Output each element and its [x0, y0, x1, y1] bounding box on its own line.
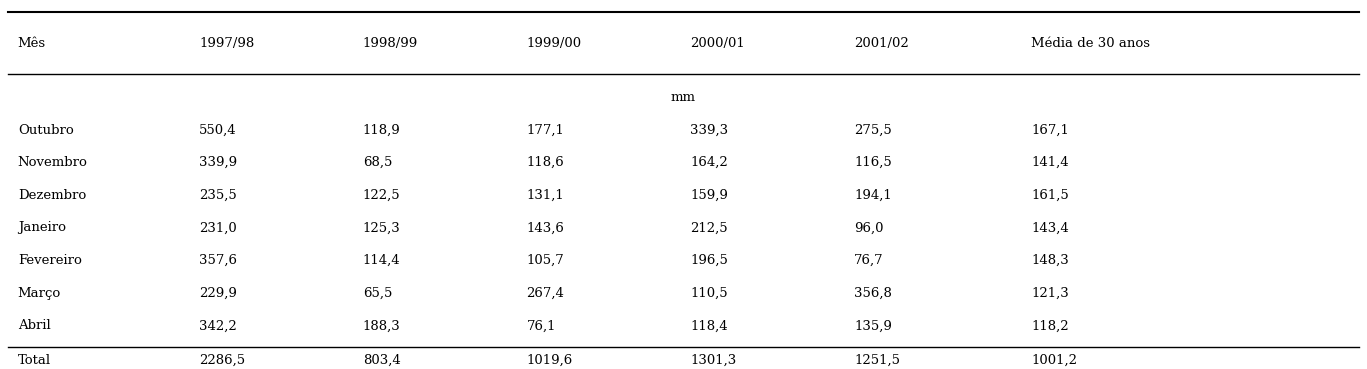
Text: 1019,6: 1019,6	[526, 354, 573, 367]
Text: 188,3: 188,3	[362, 320, 401, 332]
Text: 121,3: 121,3	[1031, 287, 1069, 300]
Text: 141,4: 141,4	[1031, 156, 1069, 169]
Text: 229,9: 229,9	[200, 287, 236, 300]
Text: 76,7: 76,7	[854, 254, 883, 267]
Text: 118,6: 118,6	[526, 156, 565, 169]
Text: 164,2: 164,2	[690, 156, 729, 169]
Text: 143,6: 143,6	[526, 221, 565, 234]
Text: 194,1: 194,1	[854, 189, 891, 202]
Text: 148,3: 148,3	[1031, 254, 1069, 267]
Text: 357,6: 357,6	[200, 254, 238, 267]
Text: 275,5: 275,5	[854, 124, 891, 137]
Text: Fevereiro: Fevereiro	[18, 254, 82, 267]
Text: Janeiro: Janeiro	[18, 221, 66, 234]
Text: 231,0: 231,0	[200, 221, 236, 234]
Text: 110,5: 110,5	[690, 287, 729, 300]
Text: 235,5: 235,5	[200, 189, 236, 202]
Text: 1997/98: 1997/98	[200, 37, 254, 49]
Text: 1998/99: 1998/99	[362, 37, 418, 49]
Text: 1301,3: 1301,3	[690, 354, 737, 367]
Text: 76,1: 76,1	[526, 320, 556, 332]
Text: 135,9: 135,9	[854, 320, 891, 332]
Text: 339,3: 339,3	[690, 124, 729, 137]
Text: 65,5: 65,5	[362, 287, 392, 300]
Text: 342,2: 342,2	[200, 320, 236, 332]
Text: 118,9: 118,9	[362, 124, 401, 137]
Text: Dezembro: Dezembro	[18, 189, 86, 202]
Text: 177,1: 177,1	[526, 124, 565, 137]
Text: 114,4: 114,4	[362, 254, 401, 267]
Text: 339,9: 339,9	[200, 156, 238, 169]
Text: 159,9: 159,9	[690, 189, 729, 202]
Text: 118,2: 118,2	[1031, 320, 1069, 332]
Text: Outubro: Outubro	[18, 124, 74, 137]
Text: Média de 30 anos: Média de 30 anos	[1031, 37, 1151, 49]
Text: Mês: Mês	[18, 37, 46, 49]
Text: 803,4: 803,4	[362, 354, 401, 367]
Text: 161,5: 161,5	[1031, 189, 1069, 202]
Text: 96,0: 96,0	[854, 221, 883, 234]
Text: 2000/01: 2000/01	[690, 37, 745, 49]
Text: 212,5: 212,5	[690, 221, 729, 234]
Text: 105,7: 105,7	[526, 254, 565, 267]
Text: Total: Total	[18, 354, 51, 367]
Text: 356,8: 356,8	[854, 287, 891, 300]
Text: 550,4: 550,4	[200, 124, 236, 137]
Text: 267,4: 267,4	[526, 287, 565, 300]
Text: 131,1: 131,1	[526, 189, 565, 202]
Text: Novembro: Novembro	[18, 156, 87, 169]
Text: 1251,5: 1251,5	[854, 354, 899, 367]
Text: 2286,5: 2286,5	[200, 354, 245, 367]
Text: 167,1: 167,1	[1031, 124, 1069, 137]
Text: 2001/02: 2001/02	[854, 37, 909, 49]
Text: Abril: Abril	[18, 320, 51, 332]
Text: 1999/00: 1999/00	[526, 37, 582, 49]
Text: 122,5: 122,5	[362, 189, 401, 202]
Text: 118,4: 118,4	[690, 320, 729, 332]
Text: 125,3: 125,3	[362, 221, 401, 234]
Text: 143,4: 143,4	[1031, 221, 1069, 234]
Text: Março: Março	[18, 287, 62, 300]
Text: 196,5: 196,5	[690, 254, 729, 267]
Text: mm: mm	[671, 91, 696, 104]
Text: 116,5: 116,5	[854, 156, 891, 169]
Text: 68,5: 68,5	[362, 156, 392, 169]
Text: 1001,2: 1001,2	[1031, 354, 1077, 367]
